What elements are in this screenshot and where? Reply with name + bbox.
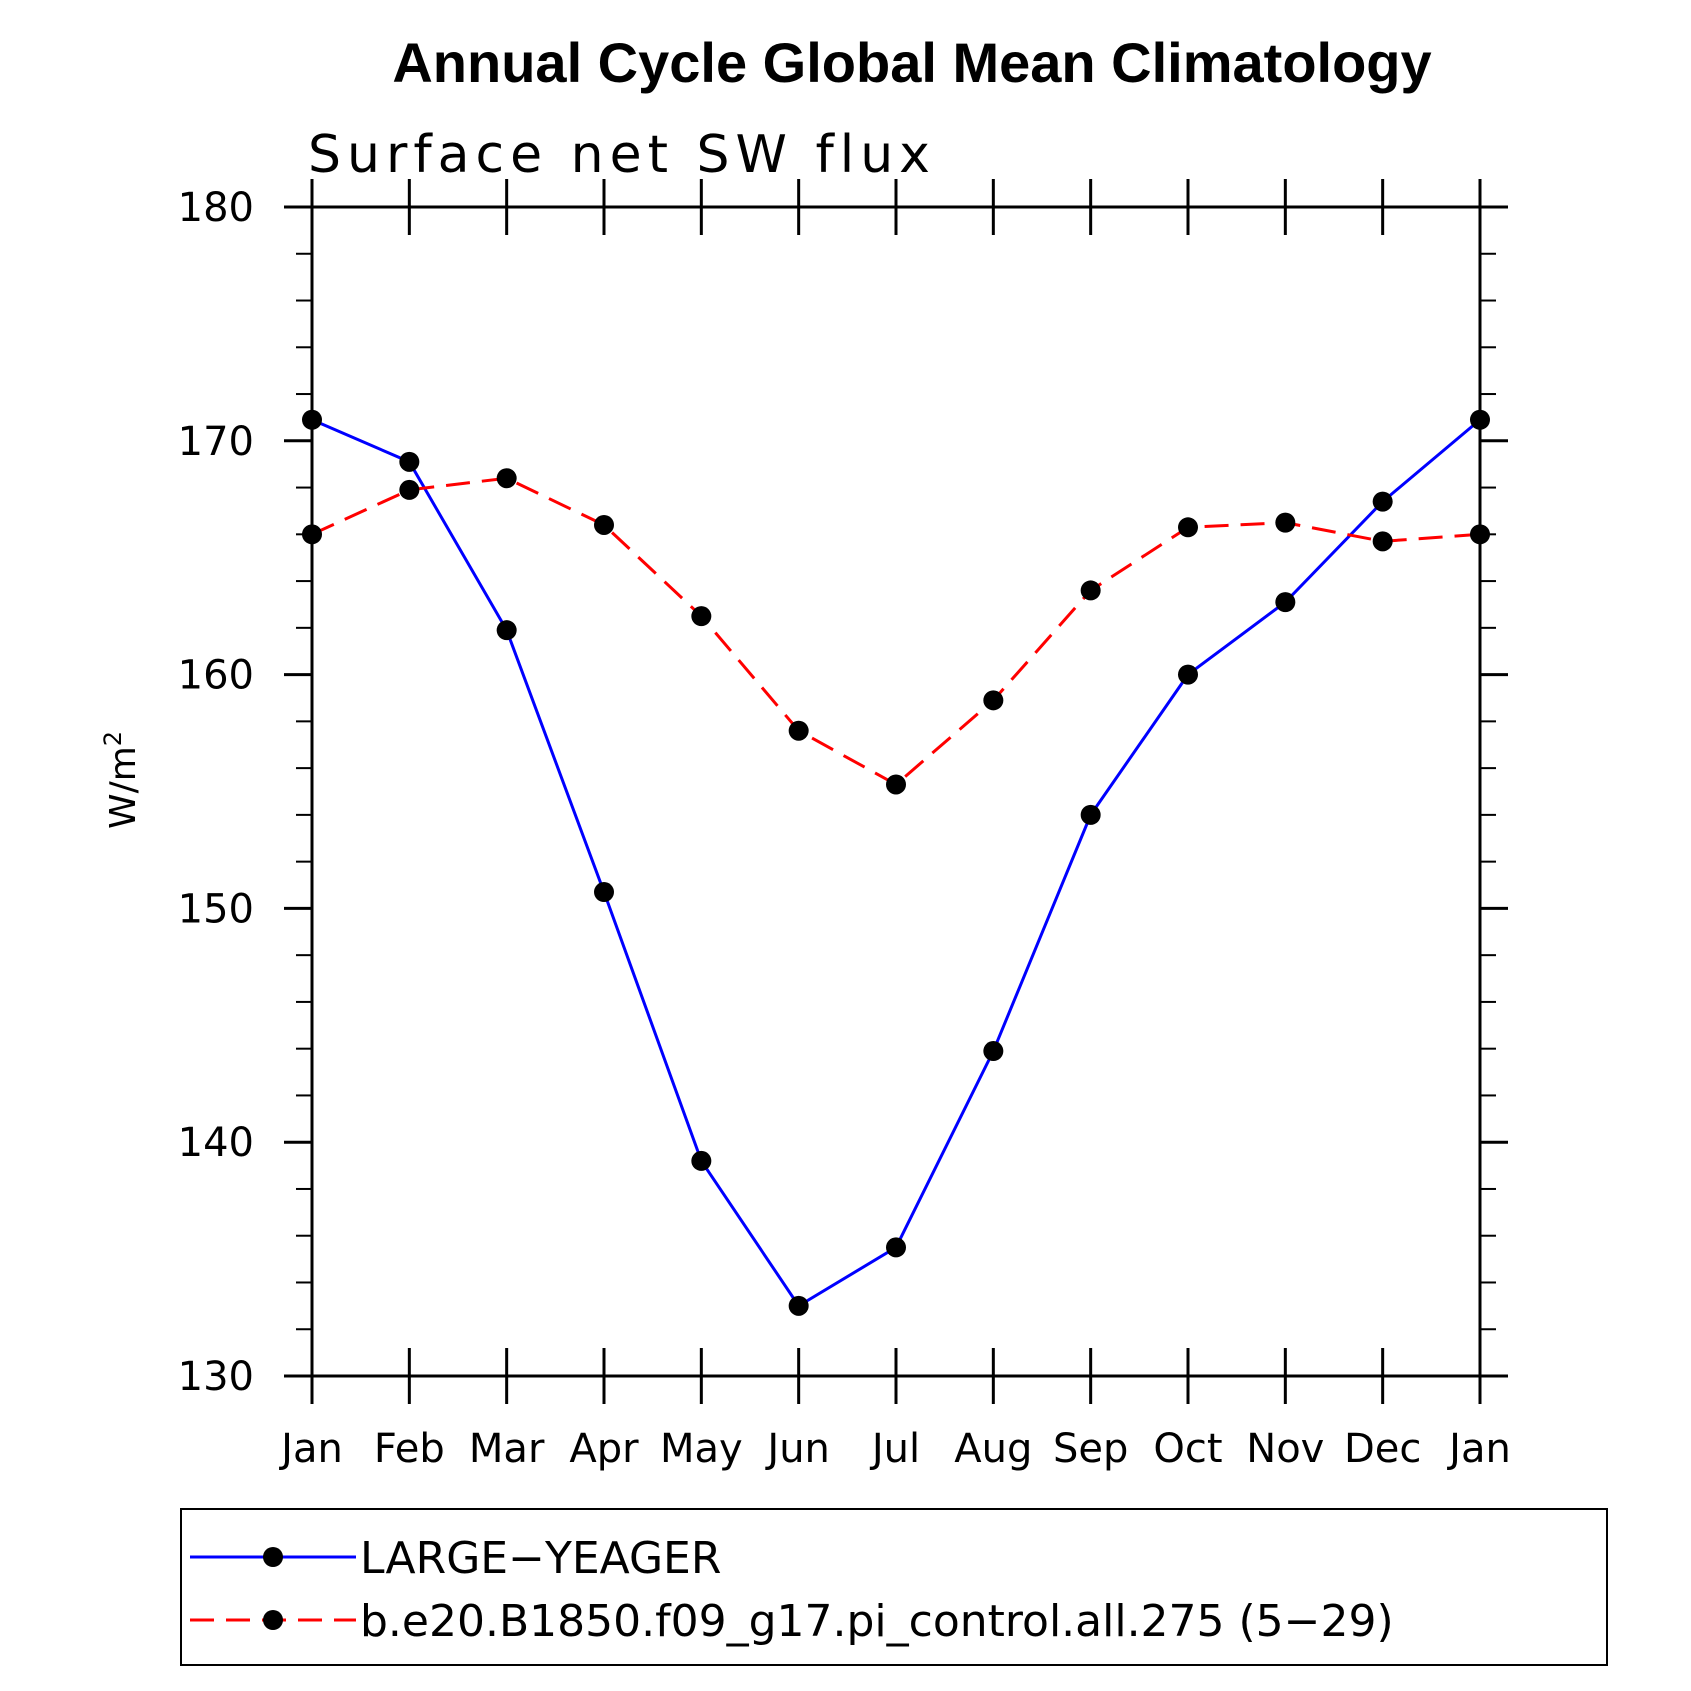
axis-tick-labels: Jan Feb Mar Apr May Jun Jul Aug Sep Oct Nov Dec Jan 1…	[178, 185, 1511, 1472]
y-tick-label: 140	[178, 1120, 254, 1166]
series-2-point	[1275, 512, 1296, 533]
axis-ticks	[284, 179, 1508, 1404]
series-2-point	[983, 690, 1004, 711]
legend: LARGE−YEAGER b.e20.B1850.f09_g17.pi_contr…	[180, 1508, 1608, 1666]
x-tick-label: Apr	[569, 1426, 639, 1472]
series-1-point	[1080, 804, 1101, 825]
y-tick-label: 180	[178, 185, 254, 231]
y-axis-label-superscript: 2	[99, 731, 127, 746]
x-tick-label: Nov	[1246, 1426, 1324, 1472]
legend-marker-2	[263, 1610, 283, 1630]
chart-subtitle: Surface net SW flux	[308, 125, 936, 185]
series-2-point	[788, 720, 809, 741]
series-2-point	[594, 514, 614, 535]
y-tick-label: 160	[178, 653, 254, 699]
legend-marker-1	[263, 1547, 283, 1567]
y-tick-label: 170	[178, 419, 254, 465]
series-2-point	[302, 524, 322, 545]
x-tick-label: Jan	[1446, 1426, 1511, 1472]
series-1-point	[691, 1150, 712, 1171]
series-markers	[302, 409, 1490, 1316]
series-2-point	[1372, 531, 1393, 552]
x-tick-label: Aug	[954, 1426, 1032, 1472]
series-1-point	[302, 409, 322, 430]
chart-title: Annual Cycle Global Mean Climatology	[392, 31, 1431, 94]
x-tick-label: Mar	[469, 1426, 545, 1472]
x-tick-label: Oct	[1153, 1426, 1222, 1472]
series-line-1	[311, 418, 1481, 1308]
y-axis-label-base: W/m	[103, 746, 144, 829]
series-1-point	[1275, 592, 1296, 613]
series-lines	[311, 418, 1481, 1308]
series-2-point	[1178, 517, 1198, 538]
legend-label-1: LARGE−YEAGER	[360, 1533, 721, 1584]
x-tick-label: Jun	[764, 1426, 830, 1472]
series-1-point	[886, 1237, 906, 1258]
series-2-point	[1080, 580, 1101, 601]
y-tick-label: 150	[178, 886, 254, 932]
series-1-point	[1372, 491, 1393, 512]
x-tick-label: Jul	[869, 1426, 920, 1472]
series-2-point	[496, 468, 517, 489]
x-tick-label: Feb	[374, 1426, 445, 1472]
legend-label-2: b.e20.B1850.f09_g17.pi_control.all.275 (…	[360, 1596, 1394, 1647]
series-2-point	[886, 774, 906, 795]
series-2-point	[1470, 524, 1490, 545]
series-1-point	[788, 1295, 809, 1316]
x-tick-label: Sep	[1053, 1426, 1128, 1472]
series-2-point	[691, 606, 712, 627]
series-1-point	[1178, 664, 1198, 685]
x-tick-label: Jan	[278, 1426, 343, 1472]
series-2-point	[399, 479, 420, 500]
legend-box	[180, 1508, 1608, 1666]
y-axis-label: W/m2	[99, 731, 144, 829]
series-1-point	[594, 882, 614, 903]
series-1-point	[496, 620, 517, 641]
x-tick-label: May	[660, 1426, 743, 1472]
series-line-2	[311, 476, 1481, 787]
x-tick-label: Dec	[1344, 1426, 1421, 1472]
series-1-point	[983, 1041, 1004, 1062]
series-1-point	[1470, 409, 1490, 430]
series-1-point	[399, 451, 420, 472]
y-tick-label: 130	[178, 1354, 254, 1400]
